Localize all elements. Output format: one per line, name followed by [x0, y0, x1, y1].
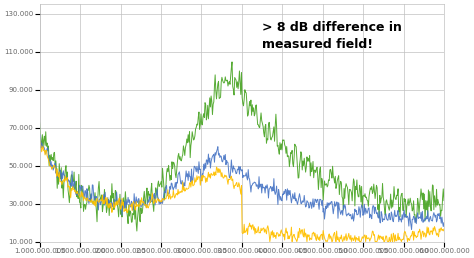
Text: > 8 dB difference in
measured field!: > 8 dB difference in measured field!	[262, 21, 402, 51]
